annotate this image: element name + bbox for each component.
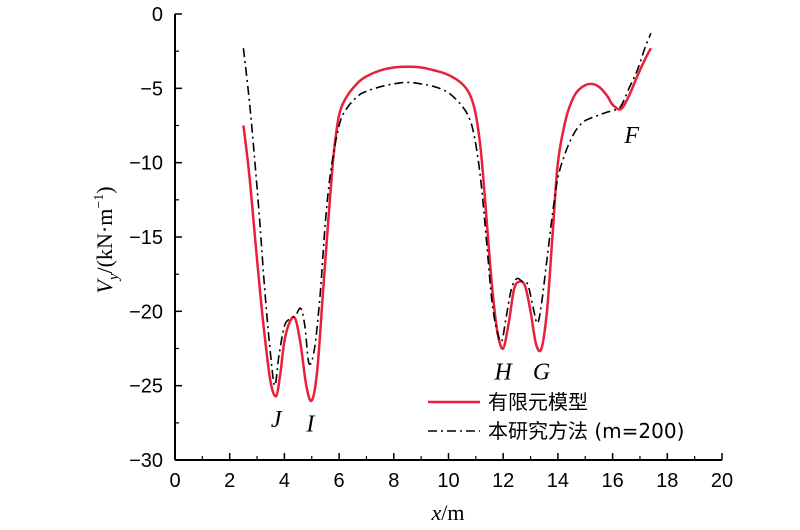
y-tick-label: −5 — [140, 78, 163, 100]
point-label-i: I — [305, 411, 315, 437]
point-label-g: G — [533, 359, 550, 385]
y-ticks: 0 −5 −10 −15 −20 −25 −30 — [129, 4, 182, 472]
y-tick-label: 0 — [152, 4, 163, 26]
x-axis-title: x/m — [431, 500, 465, 525]
y-axis-title: Vy/(kN·m−1) — [92, 186, 122, 293]
series-line-method — [242, 33, 652, 387]
y-tick-label: −10 — [129, 153, 163, 175]
series-line-fem — [242, 47, 653, 403]
point-label-f: F — [623, 123, 639, 149]
x-tick-label: 8 — [388, 470, 399, 492]
x-tick-label: 6 — [334, 470, 345, 492]
x-tick-label: 12 — [492, 470, 514, 492]
y-tick-label: −20 — [129, 301, 163, 323]
point-annotations: J I H G F — [271, 123, 640, 437]
series-layer — [242, 33, 653, 403]
x-tick-label: 14 — [547, 470, 569, 492]
y-tick-label: −30 — [129, 450, 163, 472]
x-tick-label: 10 — [437, 470, 459, 492]
x-ticks: 0 2 4 6 8 10 12 14 16 18 20 — [169, 453, 733, 492]
x-tick-label: 0 — [169, 470, 180, 492]
y-tick-label: −15 — [129, 227, 163, 249]
point-label-j: J — [271, 407, 283, 433]
x-tick-label: 18 — [656, 470, 678, 492]
x-tick-label: 2 — [224, 470, 235, 492]
legend-label-fem: 有限元模型 — [488, 390, 588, 414]
x-tick-label: 20 — [711, 470, 733, 492]
point-label-h: H — [494, 359, 514, 385]
legend-label-method: 本研究方法 (m=200) — [488, 419, 684, 443]
y-tick-label: −25 — [129, 376, 163, 398]
x-tick-label: 4 — [279, 470, 290, 492]
x-tick-label: 16 — [601, 470, 623, 492]
legend: 有限元模型 本研究方法 (m=200) — [428, 390, 684, 443]
plot-frame — [174, 14, 722, 461]
